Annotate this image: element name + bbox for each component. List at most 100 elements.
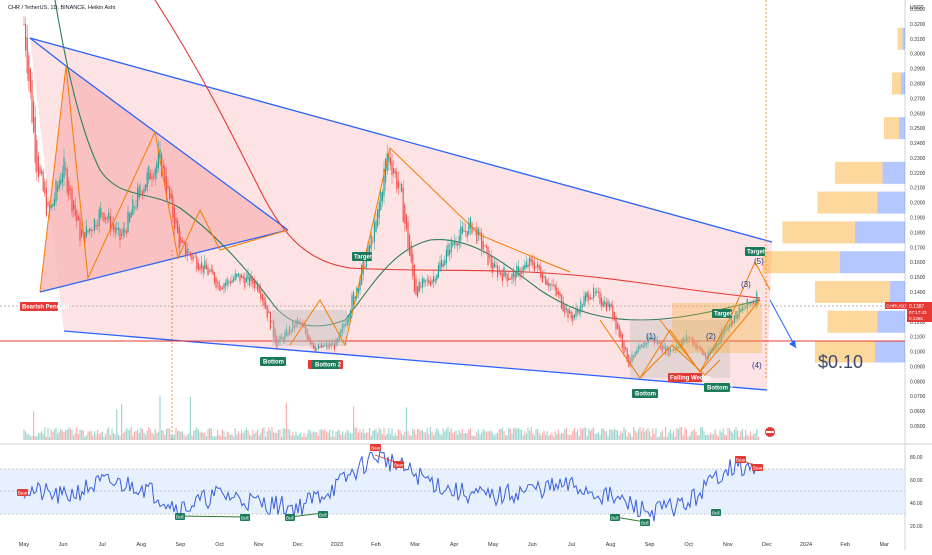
candle-body	[588, 294, 590, 301]
candle-body	[253, 281, 255, 289]
volume-bar	[325, 431, 327, 440]
candle-body	[268, 311, 270, 314]
volume-bar	[714, 429, 716, 440]
volume-bar	[351, 432, 353, 440]
candle-body	[668, 348, 670, 357]
candle-body	[388, 152, 390, 162]
candle-body	[471, 223, 473, 234]
volume-bar	[556, 434, 558, 440]
volume-bar	[711, 434, 713, 440]
volume-bar	[546, 431, 548, 440]
candle-body	[103, 212, 105, 222]
candle-body	[743, 308, 745, 310]
volume-bar	[157, 431, 159, 440]
candle-body	[284, 332, 286, 340]
volume-bar	[722, 428, 724, 440]
candle-body	[39, 166, 41, 174]
candle-body	[641, 343, 643, 348]
volume-bar	[367, 432, 369, 440]
candle-body	[453, 240, 455, 245]
volume-bar	[372, 431, 374, 440]
candle-body	[271, 320, 273, 323]
candle-body	[79, 218, 81, 241]
rsi-bull-label: Bull	[611, 516, 619, 521]
volume-bar	[613, 428, 615, 440]
candle-body	[524, 264, 526, 270]
candle-body	[487, 246, 489, 266]
candle-body	[610, 303, 612, 307]
candle-body	[441, 260, 443, 268]
candle-body	[449, 250, 451, 255]
volume-bar	[410, 435, 412, 440]
volume-bar	[621, 433, 623, 440]
candle-body	[73, 200, 75, 210]
volume-bar	[389, 434, 391, 440]
candle-body	[340, 329, 342, 337]
candle-body	[663, 344, 665, 350]
volume-bar	[36, 436, 38, 440]
candle-body	[58, 180, 60, 189]
candle-body	[554, 284, 556, 290]
candle-body	[727, 325, 729, 330]
candle-body	[553, 284, 555, 286]
candle-body	[242, 276, 244, 280]
candle-body	[169, 186, 171, 200]
candle-body	[644, 341, 646, 347]
candle-body	[90, 229, 92, 231]
price-tick-label: 0.0700	[910, 394, 926, 400]
candle-body	[490, 256, 492, 268]
volume-bar	[279, 429, 281, 440]
volume-bar	[153, 434, 155, 440]
candle-body	[308, 334, 310, 341]
candle-body	[138, 185, 140, 198]
rsi-axis[interactable]: 80.00 60.00 40.00 20.00	[910, 455, 923, 530]
volume-bar	[748, 436, 750, 440]
volume-bar	[418, 429, 420, 440]
candle-body	[455, 242, 457, 245]
candle-body	[751, 303, 753, 305]
volume-bar	[76, 427, 78, 440]
candle-body	[133, 207, 135, 209]
volume-bar	[306, 433, 308, 440]
candle-body	[61, 173, 63, 183]
wave-label-3: (3)	[741, 280, 751, 289]
volume-bar	[37, 433, 39, 440]
volume-bar	[607, 435, 609, 440]
candle-body	[193, 256, 195, 258]
volume-bar	[529, 430, 531, 440]
candle-body	[527, 264, 529, 268]
candle-body	[425, 280, 427, 282]
volume-bar	[727, 428, 729, 440]
candle-body	[311, 341, 313, 345]
candle-body	[692, 338, 694, 346]
candle-body	[372, 241, 374, 243]
volume-bar	[695, 431, 697, 440]
price-axis[interactable]: 0.3300 0.3200 0.3100 0.3000 0.2900 0.2800 0.27…	[910, 7, 926, 430]
candle-body	[639, 345, 641, 350]
candle-body	[57, 185, 59, 192]
candle-body	[165, 176, 167, 195]
candle-body	[172, 195, 174, 219]
price-tick-label: 0.1200	[910, 320, 926, 326]
volume-bar	[169, 428, 171, 440]
volume-bar	[60, 428, 62, 440]
rsi-band	[0, 469, 905, 514]
volume-bar	[431, 431, 433, 440]
volume-bar	[469, 428, 471, 440]
candle-body	[461, 227, 463, 234]
price-tick-label: 0.2700	[910, 96, 926, 102]
candle-body	[202, 265, 204, 273]
candle-body	[674, 348, 676, 350]
time-axis[interactable]: May Jun Jul Aug Sep Oct Nov Dec 2023 Feb Mar Apr May…	[19, 542, 889, 548]
volume-bar	[708, 435, 710, 440]
volume-bar	[381, 434, 383, 440]
candle-body	[260, 289, 262, 299]
volume-bar	[202, 433, 204, 440]
candle-body	[218, 282, 220, 291]
candle-body	[343, 323, 345, 329]
rsi-bear-label: Bear	[371, 446, 381, 451]
wave-label-4: (4)	[752, 361, 762, 370]
rsi-bear-tag	[370, 444, 381, 451]
candle-body	[417, 286, 419, 297]
